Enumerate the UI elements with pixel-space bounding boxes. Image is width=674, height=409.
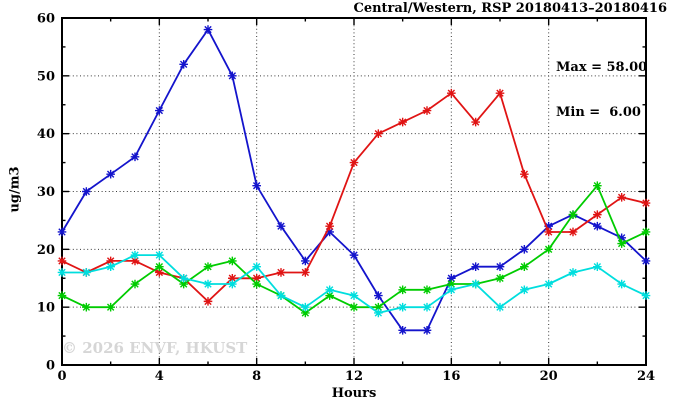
series-green	[57, 181, 651, 318]
series-cyan-markers	[57, 250, 651, 318]
x-tick-label: 12	[345, 369, 363, 384]
stats-box: Max = 58.00 Min = 6.00	[556, 30, 647, 150]
x-tick-label: 20	[540, 369, 558, 384]
y-tick-label: 0	[46, 359, 55, 374]
y-tick-label: 40	[37, 127, 55, 142]
watermark: © 2026 ENVF, HKUST	[62, 339, 248, 357]
gridlines	[62, 18, 646, 365]
x-tick-label: 4	[155, 369, 164, 384]
y-tick-label: 50	[37, 69, 55, 84]
y-tick-label: 10	[37, 301, 55, 316]
chart-title: Central/Western, RSP 20180413–20180416	[353, 1, 667, 16]
y-tick-label: 60	[37, 12, 55, 27]
series-cyan	[57, 250, 651, 318]
y-tick-label: 30	[37, 185, 55, 200]
min-value-label: Min = 6.00	[556, 105, 641, 120]
x-tick-label: 16	[442, 369, 460, 384]
x-tick-label: 8	[252, 369, 261, 384]
max-value-label: Max = 58.00	[556, 60, 648, 75]
y-tick-label: 20	[37, 243, 55, 258]
x-tick-label: 24	[637, 369, 655, 384]
x-axis-label: Hours	[331, 386, 377, 401]
plot-frame	[61, 17, 647, 366]
series-green-markers	[57, 181, 651, 318]
x-tick-label: 0	[57, 369, 66, 384]
y-axis-label: ug/m3	[7, 166, 23, 213]
series-blue	[57, 25, 651, 335]
tick-labels: 0 4 8 12 16 20 24 0 10 20 30 40 50 60	[37, 12, 655, 385]
series-red	[57, 88, 651, 306]
series-blue-markers	[57, 25, 651, 335]
